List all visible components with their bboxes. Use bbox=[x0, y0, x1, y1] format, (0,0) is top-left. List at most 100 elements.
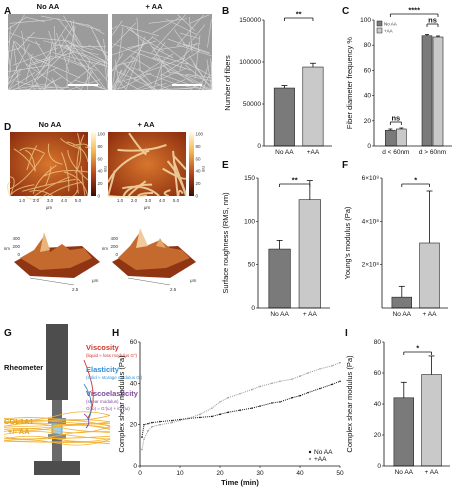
y-tick-label: 150000 bbox=[239, 17, 261, 24]
afm-x-tick: 3.0 bbox=[145, 198, 152, 203]
z-tick: 400 bbox=[12, 236, 20, 241]
y-tick-label: 80 bbox=[364, 42, 372, 49]
significance-label: ns bbox=[391, 114, 400, 123]
fiber bbox=[117, 144, 167, 152]
fiber bbox=[138, 67, 153, 85]
fiber bbox=[152, 42, 166, 60]
fiber bbox=[41, 15, 90, 26]
data-point bbox=[239, 409, 241, 412]
fiber bbox=[7, 37, 11, 59]
panel-I-label: I bbox=[345, 328, 348, 339]
fiber bbox=[111, 43, 146, 56]
fiber bbox=[69, 21, 102, 31]
x-tick-label: + AA bbox=[425, 469, 440, 476]
data-point bbox=[299, 375, 301, 377]
fiber bbox=[146, 57, 186, 73]
viscoelasticity-title: Viscoelasticity bbox=[86, 389, 139, 398]
fiber bbox=[56, 56, 85, 68]
fiber bbox=[111, 65, 117, 89]
fiber bbox=[24, 192, 49, 200]
collagen-fiber bbox=[3, 411, 111, 421]
y-tick-label: 0 bbox=[367, 143, 371, 150]
bar bbox=[432, 36, 444, 147]
colorbar-tick: 80 bbox=[98, 144, 104, 149]
legend-label: No AA bbox=[314, 449, 333, 456]
y-axis-label: Number of fibers bbox=[223, 55, 232, 111]
data-point bbox=[331, 383, 333, 386]
fiber bbox=[9, 184, 35, 197]
fiber bbox=[120, 24, 159, 37]
data-point bbox=[251, 407, 253, 409]
fiber bbox=[60, 45, 109, 67]
fiber bbox=[103, 38, 109, 78]
fiber bbox=[34, 86, 70, 88]
fiber bbox=[13, 67, 58, 91]
fiber bbox=[7, 68, 22, 91]
scale-bar-left bbox=[68, 84, 98, 86]
colorbar-right-unit: nm bbox=[201, 166, 206, 173]
fiber bbox=[43, 40, 99, 56]
afm-3d-left-axis-unit: μm bbox=[92, 278, 99, 283]
fiber bbox=[7, 74, 21, 85]
data-point bbox=[147, 430, 149, 432]
y-tick-label: 40 bbox=[374, 401, 382, 408]
fiber bbox=[26, 36, 71, 42]
fiber bbox=[47, 143, 63, 165]
afm-x-tick: 4.0 bbox=[61, 198, 68, 203]
x-tick-label: No AA bbox=[275, 149, 294, 156]
fiber bbox=[24, 16, 46, 23]
fiber bbox=[27, 53, 40, 72]
y-axis-label: Complex shear modulus (Pa) bbox=[117, 355, 126, 453]
fiber bbox=[22, 178, 76, 192]
data-point bbox=[307, 391, 309, 394]
fiber bbox=[85, 146, 91, 149]
fiber bbox=[55, 45, 107, 48]
afm-3d-surface-no-aa bbox=[14, 232, 100, 286]
y-tick-label: 20 bbox=[364, 118, 372, 125]
colorbar-tick: 40 bbox=[98, 169, 104, 174]
data-point bbox=[307, 372, 309, 374]
sem-right-title: + AA bbox=[145, 2, 163, 11]
fiber bbox=[185, 62, 213, 77]
fiber bbox=[182, 43, 210, 54]
fiber bbox=[107, 194, 148, 199]
bar bbox=[421, 374, 442, 467]
x-tick-label: + AA bbox=[423, 311, 438, 318]
z-tick: 0 bbox=[17, 252, 20, 257]
data-point bbox=[159, 420, 161, 423]
colorbar-tick: 0 bbox=[98, 194, 101, 199]
z-tick: 200 bbox=[110, 244, 118, 249]
afm-x-tick: 1.0 bbox=[117, 198, 124, 203]
y-tick-label: 40 bbox=[130, 380, 138, 387]
collagen-fiber bbox=[3, 439, 111, 446]
z-tick: 200 bbox=[12, 244, 20, 249]
sample-label-2: +/- AA bbox=[8, 427, 30, 436]
fiber bbox=[189, 14, 210, 24]
y-tick-label: 40 bbox=[364, 93, 372, 100]
x-tick-label: No AA bbox=[395, 469, 414, 476]
fiber bbox=[12, 40, 41, 91]
fiber bbox=[111, 25, 118, 30]
afm-colorbar-right bbox=[189, 132, 194, 196]
fiber bbox=[179, 42, 198, 60]
fiber bbox=[113, 69, 122, 91]
fiber bbox=[192, 24, 206, 41]
fiber bbox=[125, 36, 146, 91]
afm-3d-right-z-ticks: 400 200 0 nm bbox=[102, 236, 119, 257]
fiber bbox=[74, 133, 82, 174]
data-point bbox=[171, 421, 173, 424]
fiber bbox=[36, 43, 74, 81]
panel-C-label: C bbox=[342, 6, 349, 17]
fiber bbox=[96, 85, 109, 91]
y-tick-label: 50000 bbox=[243, 101, 261, 108]
rheometer-base bbox=[34, 461, 80, 475]
data-point bbox=[211, 415, 213, 418]
fiber bbox=[128, 132, 147, 156]
colorbar-right-ticks: 100 80 60 40 20 0 bbox=[196, 132, 204, 199]
fiber bbox=[111, 36, 154, 72]
fiber bbox=[163, 189, 171, 197]
fiber bbox=[179, 41, 191, 70]
panel-F-label: F bbox=[342, 160, 348, 171]
fiber bbox=[19, 87, 54, 91]
fiber bbox=[40, 88, 63, 91]
